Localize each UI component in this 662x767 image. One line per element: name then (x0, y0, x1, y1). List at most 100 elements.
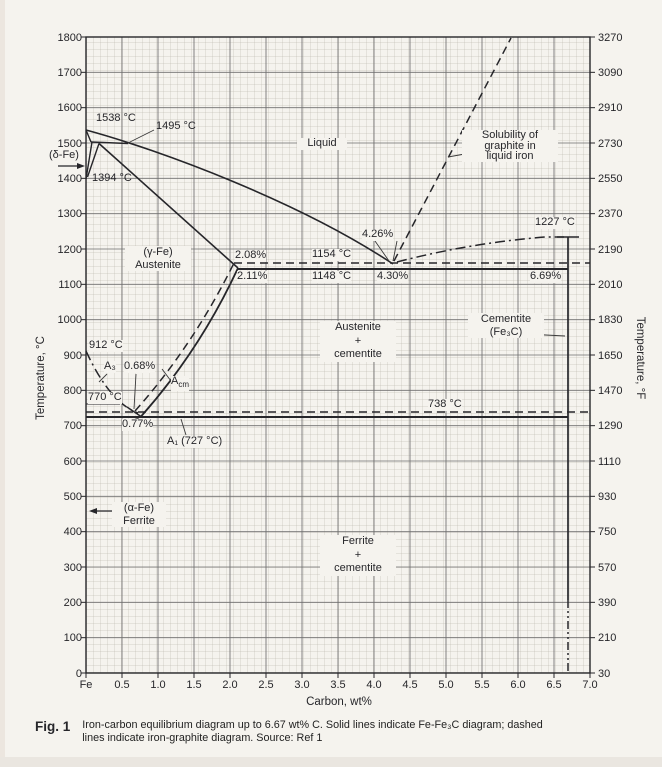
y-right-tick-label: 1650 (598, 349, 623, 362)
y-left-tick-label: 500 (63, 490, 82, 503)
y-left-tick-label: 200 (63, 596, 82, 609)
axis-tick-marks (81, 36, 595, 678)
liquidus-line (85, 129, 394, 265)
label-0-77pct: 0.77% (122, 418, 154, 431)
y-left-tick-label: 600 (63, 455, 82, 468)
y-left-tick-label: 300 (63, 561, 82, 574)
label-graphite-solubility: Solubility of graphite in liquid iron (462, 130, 558, 162)
label-1227c: 1227 °C (535, 216, 575, 229)
label-a1-727c: A₁ (727 °C) (167, 435, 223, 448)
x-tick-label: 1.5 (186, 679, 202, 691)
label-0-68pct: 0.68% (124, 360, 156, 373)
x-tick-label: 4.5 (402, 679, 418, 691)
label-austenite-region: (γ-Fe) Austenite (125, 246, 191, 271)
page-bottom-edge (0, 757, 662, 767)
y-right-tick-label: 2910 (598, 102, 623, 115)
label-ferrite-cementite-region: Ferrite + cementite (320, 535, 396, 576)
label-2-11pct: 2.11% (237, 270, 268, 283)
y-left-tick-label: 1600 (57, 102, 82, 115)
y-right-tick-label: 2550 (598, 172, 623, 185)
label-6-69pct: 6.69% (530, 270, 562, 283)
graphite-solubility-line (393, 37, 512, 262)
label-912c: 912 °C (89, 339, 123, 352)
y-left-tick-label: 700 (63, 420, 82, 433)
y-right-tick-label: 1470 (598, 384, 623, 397)
y-left-tick-label: 1500 (57, 137, 82, 150)
leader-a1 (180, 418, 187, 436)
x-tick-label: 0.5 (114, 679, 130, 691)
delta-fe-arrowhead-icon (77, 163, 85, 169)
figure-caption-text: Iron-carbon equilibrium diagram up to 6.… (82, 719, 543, 744)
y-left-tick-label: 900 (63, 349, 82, 362)
label-1148c: 1148 °C (312, 270, 352, 283)
y-right-tick-label: 390 (598, 596, 617, 609)
y-right-tick-label: 210 (598, 632, 617, 645)
label-4-30pct: 4.30% (377, 270, 409, 283)
label-4-26pct: 4.26% (362, 228, 394, 241)
y-right-tick-label: 2730 (598, 137, 623, 150)
label-delta-fe: (δ-Fe) (49, 149, 79, 161)
y-right-tick-label: 3270 (598, 31, 623, 44)
delta-gamma-left-line (85, 141, 93, 180)
label-1154c: 1154 °C (312, 248, 352, 261)
acm-line (140, 267, 239, 418)
x-tick-label: 5.5 (474, 679, 490, 691)
graphite-acm-dashed-line (134, 262, 235, 412)
label-770c: 770 °C (88, 391, 122, 404)
x-tick-label: 1.0 (150, 679, 166, 691)
plot-border (85, 36, 591, 674)
label-a3: A₃ (104, 360, 116, 373)
austenite-solidus-line (98, 142, 239, 269)
y-right-tick-label: 2370 (598, 208, 623, 221)
y-left-tick-label: 1800 (57, 31, 82, 44)
x-tick-label: 6.5 (546, 679, 562, 691)
x-tick-label: 2.0 (222, 679, 238, 691)
y-right-tick-label: 1830 (598, 314, 623, 327)
y-right-tick-label: 930 (598, 490, 617, 503)
label-alpha-ferrite-region: (α-Fe) Ferrite (112, 502, 166, 527)
label-1495c: 1495 °C (156, 120, 196, 132)
fe3c-liquidus-dashdot-line (396, 236, 564, 263)
label-1538c: 1538 °C (96, 112, 136, 124)
y-left-tick-label: 1400 (57, 172, 82, 185)
leader-1495 (127, 129, 155, 144)
page-left-edge (0, 0, 5, 767)
y-right-tick-label: 1290 (598, 420, 623, 433)
peritectic-line-1495 (90, 141, 129, 145)
label-738c: 738 °C (428, 398, 462, 411)
y-left-tick-label: 1000 (57, 314, 82, 327)
alpha-fe-arrowhead-icon (89, 508, 97, 514)
y-left-tick-label: 1100 (58, 278, 82, 291)
label-austenite-cementite-region: Austenite + cementite (320, 321, 396, 362)
x-tick-label: 6.0 (510, 679, 526, 691)
y-left-tick-label: 1700 (57, 66, 82, 79)
figure-caption-tag: Fig. 1 (35, 719, 71, 734)
leader-068 (133, 373, 137, 410)
a3-eutectoid-approach-line (126, 406, 142, 418)
delta-gamma-right-line (86, 143, 100, 178)
y-right-tick-label: 750 (598, 526, 617, 539)
leader-a3 (98, 373, 108, 383)
y-right-tick-label: 3090 (598, 66, 623, 79)
label-acm: Acm (171, 375, 190, 391)
x-tick-label: Fe (79, 679, 93, 691)
x-tick-label: 5.0 (438, 679, 454, 691)
y-right-tick-label: 30 (598, 667, 611, 680)
label-liquid-region: Liquid (297, 137, 347, 150)
x-tick-label: 4.0 (366, 679, 382, 691)
y-left-tick-label: 400 (63, 526, 82, 539)
leader-426-right (392, 240, 398, 262)
label-2-08pct: 2.08% (235, 249, 267, 262)
leader-426-left (374, 240, 390, 262)
x-tick-label: 2.5 (258, 679, 274, 691)
x-tick-label: 3.0 (294, 679, 310, 691)
label-cementite-region: Cementite (Fe₃C) (468, 313, 544, 338)
y-left-tick-label: 800 (63, 384, 82, 397)
label-1394c: 1394 °C (92, 172, 132, 184)
y-right-tick-label: 570 (598, 561, 617, 574)
figure-caption: Fig. 1 Iron-carbon equilibrium diagram u… (35, 719, 615, 745)
x-axis-title: Carbon, wt% (306, 696, 372, 708)
y-right-tick-label: 2190 (598, 243, 623, 256)
y-left-tick-label: 1300 (57, 208, 82, 221)
